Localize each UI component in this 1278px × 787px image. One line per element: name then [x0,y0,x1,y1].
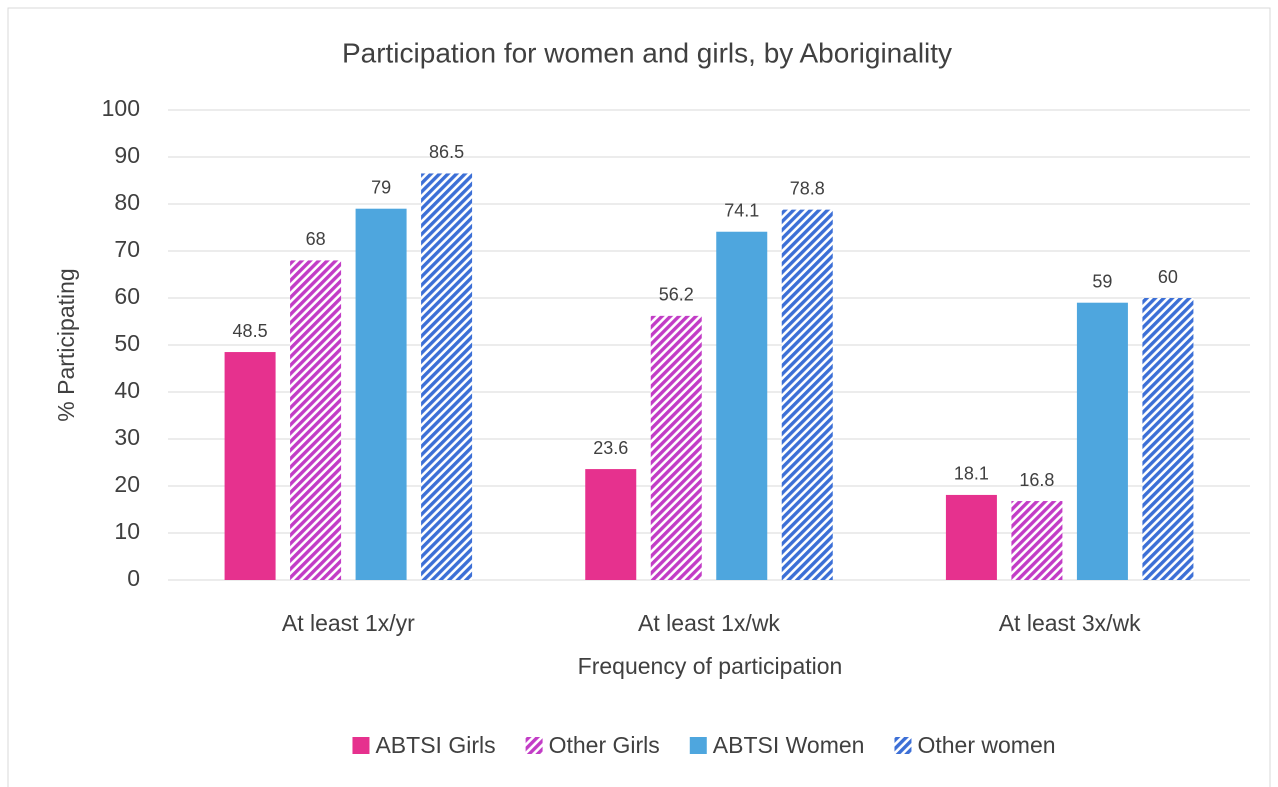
data-label: 48.5 [233,321,268,341]
legend-label: Other Girls [549,732,660,758]
bar [421,173,473,580]
chart-title: Participation for women and girls, by Ab… [342,37,952,68]
y-tick-label: 60 [114,283,140,309]
y-tick-label: 80 [114,189,140,215]
legend-label: Other women [917,732,1055,758]
legend-swatch [689,737,707,754]
y-axis-title: % Participating [53,268,79,421]
bar [1076,302,1128,580]
legend-item: Other women [894,732,1056,758]
data-label: 74.1 [724,200,759,220]
x-tick-label: At least 1x/wk [638,610,780,636]
legend-label: ABTSI Girls [375,732,495,758]
y-tick-label: 10 [114,518,140,544]
x-axis-title: Frequency of participation [578,653,843,679]
data-label: 79 [371,177,391,197]
x-tick-label: At least 1x/yr [282,610,415,636]
y-tick-label: 50 [114,330,140,356]
data-label: 78.8 [790,178,825,198]
data-label: 16.8 [1019,470,1054,490]
data-label: 68 [306,229,326,249]
legend-swatch [894,737,912,754]
bar [716,231,768,581]
bar [1142,298,1194,580]
bar [1011,501,1063,580]
legend-item: ABTSI Women [689,732,865,758]
chart-frame [7,7,1271,787]
data-label: 56.2 [659,285,694,305]
y-tick-label: 90 [114,142,140,168]
legend-label: ABTSI Women [713,732,865,758]
data-label: 23.6 [593,438,628,458]
legend-item: Other Girls [525,732,660,758]
bar [781,209,833,580]
bar [355,208,407,580]
data-label: 59 [1092,271,1112,291]
data-label: 18.1 [954,464,989,484]
y-tick-label: 70 [114,236,140,262]
y-tick-label: 40 [114,377,140,403]
y-tick-label: 0 [127,565,140,591]
legend-item: ABTSI Girls [352,732,496,758]
data-label: 86.5 [429,142,464,162]
y-tick-label: 30 [114,424,140,450]
bar [290,260,342,580]
legend-swatch [525,737,543,754]
bar [224,352,276,580]
y-tick-label: 100 [102,95,140,121]
x-tick-label: At least 3x/wk [999,610,1141,636]
data-label: 60 [1158,267,1178,287]
y-tick-label: 20 [114,471,140,497]
bar [650,315,702,580]
bar [585,469,637,580]
legend-swatch [352,737,370,754]
bar [945,494,997,580]
